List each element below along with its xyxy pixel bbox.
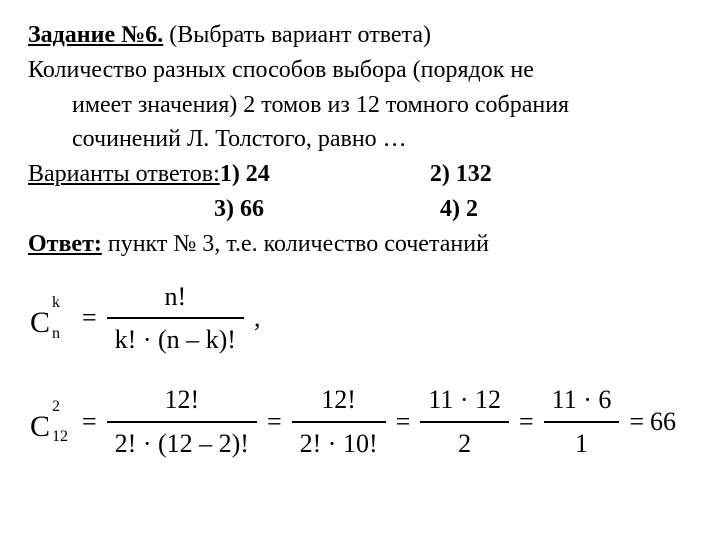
fraction-denominator: k! · (n – k)! [107, 319, 244, 361]
equals-sign: = [513, 403, 540, 441]
question-line-1: Количество разных способов выбора (поряд… [28, 53, 692, 88]
formula-trailing: , [248, 299, 261, 337]
fraction-numerator: 12! [313, 379, 364, 421]
question-line-2: имеет значения) 2 томов из 12 томного со… [28, 88, 692, 123]
equals-sign: = [76, 403, 103, 441]
fraction-denominator: 2 [450, 423, 479, 465]
symbol-c: C [30, 301, 50, 345]
combinatorics-symbol: C 2 12 [28, 399, 74, 445]
variant-option-4: 4) 2 [440, 192, 530, 227]
formula-calculation: C 2 12 = 12! 2! · (12 – 2)! = 12! 2! · 1… [28, 379, 692, 464]
symbol-c: C [30, 405, 50, 449]
combinatorics-symbol: C k n [28, 295, 74, 341]
symbol-sup: k [52, 291, 60, 314]
fraction-step-2: 12! 2! · 10! [288, 379, 390, 464]
fraction-numerator: 11 · 6 [544, 379, 620, 421]
fraction-numerator: n! [156, 276, 194, 318]
fraction-numerator: 12! [156, 379, 207, 421]
symbol-sup: 2 [52, 395, 60, 418]
symbol-sub: n [52, 322, 60, 345]
fraction-denominator: 2! · 10! [292, 423, 386, 465]
fraction-step-1: 12! 2! · (12 – 2)! [103, 379, 261, 464]
fraction-step-4: 11 · 6 1 [540, 379, 624, 464]
variants-label: Варианты ответов: [28, 157, 220, 192]
question-line-3: сочинений Л. Толстого, равно … [28, 122, 692, 157]
answer-text: пункт № 3, т.е. количество сочетаний [102, 231, 489, 257]
variant-option-1: 1) 24 [220, 157, 310, 192]
spacer [304, 192, 440, 227]
equals-sign: = [76, 299, 103, 337]
spacer [310, 157, 430, 192]
equals-sign: = [261, 403, 288, 441]
formula-result: 66 [650, 403, 676, 441]
variants-row-1: Варианты ответов: 1) 24 2) 132 [28, 157, 692, 192]
fraction-denominator: 1 [567, 423, 596, 465]
task-title: Задание №6. [28, 22, 163, 48]
formula-general: C k n = n! k! · (n – k)! , [28, 276, 692, 361]
variants-row-2: 3) 66 4) 2 [28, 192, 692, 227]
document-page: Задание №6. (Выбрать вариант ответа) Кол… [0, 0, 720, 474]
fraction-numerator: 11 · 12 [420, 379, 509, 421]
equals-sign: = [390, 403, 417, 441]
task-title-note: (Выбрать вариант ответа) [163, 22, 431, 48]
fraction-denominator: 2! · (12 – 2)! [107, 423, 257, 465]
equals-sign: = [623, 403, 650, 441]
spacer [28, 192, 214, 227]
fraction-step-3: 11 · 12 2 [416, 379, 513, 464]
symbol-sub: 12 [52, 425, 68, 448]
answer-line: Ответ: пункт № 3, т.е. количество сочета… [28, 227, 692, 262]
variant-option-2: 2) 132 [430, 157, 520, 192]
answer-label: Ответ: [28, 231, 102, 257]
variant-option-3: 3) 66 [214, 192, 304, 227]
fraction: n! k! · (n – k)! [103, 276, 248, 361]
task-heading-line: Задание №6. (Выбрать вариант ответа) [28, 18, 692, 53]
